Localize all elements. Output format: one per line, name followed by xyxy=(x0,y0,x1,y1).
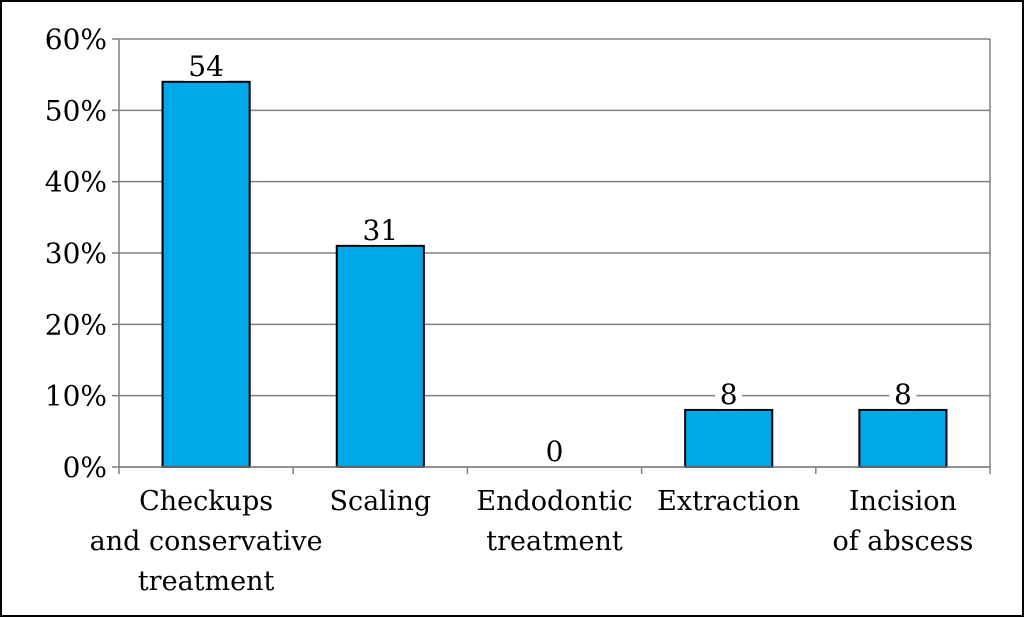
x-category-label: Endodontic xyxy=(476,486,632,517)
y-tick-label: 0% xyxy=(63,451,107,484)
bar xyxy=(858,408,948,468)
y-tick-label: 30% xyxy=(45,237,107,270)
data-label-background xyxy=(541,436,568,466)
x-category-label: treatment xyxy=(486,526,623,557)
bar xyxy=(161,80,251,469)
data-label-background xyxy=(184,50,229,81)
bars xyxy=(161,80,948,469)
x-category-label: treatment xyxy=(138,566,275,597)
x-category-label: of abscess xyxy=(832,526,973,557)
bar xyxy=(335,244,425,468)
data-label-background xyxy=(715,378,743,409)
y-tick-label: 40% xyxy=(45,166,107,199)
data-label: 8 xyxy=(894,378,912,411)
labels: 0% 10% 20% 30% 40% 50% 60% 54 Checkups and conser… xyxy=(45,23,974,597)
bar xyxy=(684,408,774,468)
x-category-label: and conservative xyxy=(90,526,323,557)
data-label: 0 xyxy=(546,435,564,468)
gridlines xyxy=(119,38,991,468)
x-category-label: Incision xyxy=(849,486,957,517)
data-label: 54 xyxy=(188,50,224,83)
data-label-background xyxy=(358,214,403,245)
y-tick-label: 10% xyxy=(45,380,107,413)
y-tick-label: 50% xyxy=(45,94,107,127)
data-label-background xyxy=(889,378,917,409)
y-tick-label: 60% xyxy=(45,23,107,56)
data-label: 8 xyxy=(720,378,738,411)
x-category-label: Extraction xyxy=(657,486,800,517)
data-label: 31 xyxy=(362,214,398,247)
x-category-label: Scaling xyxy=(329,486,431,517)
axes xyxy=(112,38,991,474)
x-category-label: Checkups xyxy=(139,486,273,517)
y-tick-label: 20% xyxy=(45,308,107,341)
